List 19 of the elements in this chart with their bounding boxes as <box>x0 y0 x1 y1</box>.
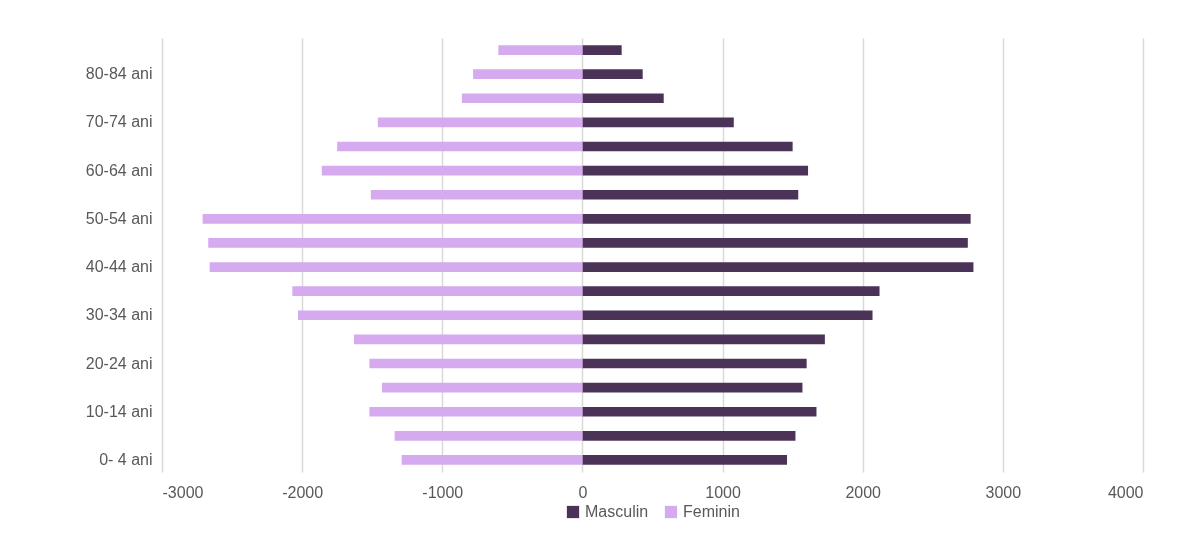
x-tick-label: -3000 <box>162 483 204 501</box>
y-tick-label: 50-54 ani <box>85 209 153 227</box>
y-tick-label: 30-34 ani <box>85 306 153 324</box>
y-tick-label: 0- 4 ani <box>99 450 153 468</box>
x-tick-label: 3000 <box>985 483 1022 501</box>
x-tick-label: 1000 <box>705 483 741 501</box>
x-tick-label: -2000 <box>282 483 324 501</box>
legend-label: Masculin <box>585 503 649 520</box>
y-tick-label: 20-24 ani <box>85 354 153 372</box>
x-tick-label: 0 <box>578 483 588 501</box>
y-tick-label: 10-14 ani <box>85 402 153 420</box>
x-tick-label: 4000 <box>1107 483 1144 501</box>
y-tick-label: 60-64 ani <box>85 161 153 179</box>
y-tick-label: 40-44 ani <box>85 258 153 276</box>
x-tick-label: -1000 <box>422 483 464 501</box>
legend-label: Feminin <box>683 503 740 520</box>
x-tick-label: 2000 <box>845 483 882 501</box>
y-tick-label: 70-74 ani <box>85 113 153 131</box>
y-tick-label: 80-84 ani <box>85 65 153 83</box>
